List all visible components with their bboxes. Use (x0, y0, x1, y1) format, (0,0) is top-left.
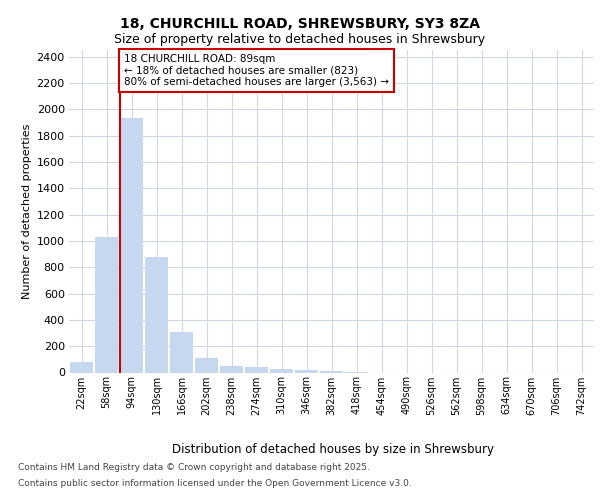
Text: Size of property relative to detached houses in Shrewsbury: Size of property relative to detached ho… (115, 32, 485, 46)
Bar (320, 371, 343, 372)
Text: Distribution of detached houses by size in Shrewsbury: Distribution of detached houses by size … (172, 442, 494, 456)
Text: 18, CHURCHILL ROAD, SHREWSBURY, SY3 8ZA: 18, CHURCHILL ROAD, SHREWSBURY, SY3 8ZA (120, 18, 480, 32)
Bar (220, 366, 243, 372)
Y-axis label: Number of detached properties: Number of detached properties (22, 124, 32, 299)
Bar (95, 237, 118, 372)
Bar (245, 366, 268, 372)
Bar (120, 118, 143, 372)
Bar (270, 368, 293, 372)
Bar (295, 370, 318, 372)
Bar (145, 256, 168, 372)
Text: 18 CHURCHILL ROAD: 89sqm
← 18% of detached houses are smaller (823)
80% of semi-: 18 CHURCHILL ROAD: 89sqm ← 18% of detach… (124, 54, 389, 87)
Bar (70, 362, 93, 372)
Text: Contains HM Land Registry data © Crown copyright and database right 2025.: Contains HM Land Registry data © Crown c… (18, 464, 370, 472)
Text: Contains public sector information licensed under the Open Government Licence v3: Contains public sector information licen… (18, 478, 412, 488)
Bar (195, 358, 218, 372)
Bar (170, 332, 193, 372)
